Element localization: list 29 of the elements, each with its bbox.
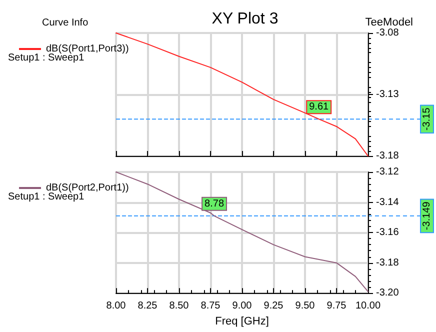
- legend-title: Curve Info: [42, 18, 89, 28]
- y-tick-label: -3.14: [376, 196, 400, 208]
- ref-line-label: -3.149: [422, 201, 432, 230]
- y-tick-label: -3.12: [376, 166, 400, 178]
- annotation: 9.61: [309, 102, 330, 113]
- annotation: 8.78: [204, 198, 224, 210]
- y-tick-label: -3.18: [376, 257, 400, 268]
- y-tick-label: -3.08: [376, 28, 400, 38]
- x-tick-label: 9.50: [295, 300, 316, 312]
- y-tick-label: -3.13: [376, 89, 400, 100]
- x-tick-label: 9.25: [264, 300, 284, 312]
- legend-label: dB(S(Port2,Port1)): [46, 182, 129, 194]
- x-tick-label: 8.25: [138, 300, 158, 312]
- chart-subtitle: TeeModel: [365, 16, 414, 28]
- x-axis-title: Freq [GHz]: [215, 316, 269, 328]
- x-tick-label: 8.50: [169, 300, 190, 312]
- x-tick-label: 8.00: [106, 300, 126, 312]
- chart-title: XY Plot 3: [212, 10, 278, 28]
- text: Setup1 : Sweep1: [8, 192, 85, 202]
- y-tick-label: -3.16: [376, 227, 400, 238]
- legend-label: dB(S(Port1,Port3)): [46, 44, 129, 54]
- y-tick-label: -3.20: [376, 288, 400, 299]
- x-tick-label: 9.75: [326, 300, 347, 312]
- x-tick-label: 10.00: [355, 300, 381, 312]
- text: Setup1 : Sweep1: [8, 52, 85, 64]
- x-tick-label: 8.75: [200, 300, 221, 312]
- x-tick-label: 9.00: [232, 300, 252, 312]
- y-tick-label: -3.18: [376, 150, 400, 162]
- ref-line-label: -3.15: [422, 107, 432, 130]
